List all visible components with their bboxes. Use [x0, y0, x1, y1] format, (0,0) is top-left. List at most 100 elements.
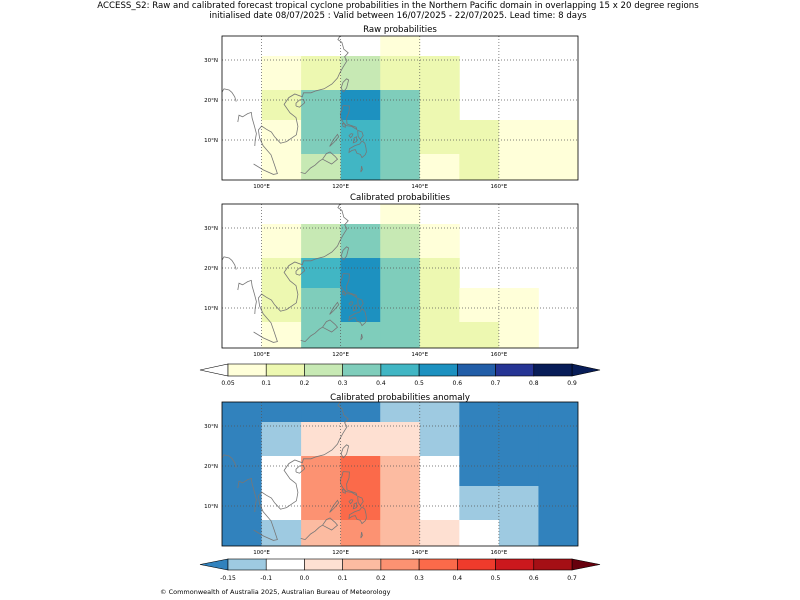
x-tick-label: 120°E: [332, 184, 349, 190]
colorbar-segment: [495, 363, 535, 377]
anomaly-colorbar: -0.15 -0.1 0.0 0.1 0.2 0.3 0.4 0.5 0.6 0.7: [199, 558, 601, 582]
coastline: [322, 319, 339, 333]
panel-frame: [221, 401, 579, 547]
coastline: [295, 99, 306, 108]
heatmap-cell: [380, 288, 421, 323]
colorbar-tick-label: 0.2: [300, 380, 310, 387]
cells: [261, 36, 578, 180]
heatmap-cell: [261, 90, 302, 121]
coastline: [300, 158, 323, 175]
coastline: [329, 499, 340, 513]
colorbar-segment: [457, 363, 496, 377]
coastlines: [222, 36, 367, 175]
heatmap-cell: [261, 456, 302, 487]
y-tick-label: 10°N: [204, 504, 218, 510]
heatmap-cell: [261, 422, 302, 457]
heatmap-cell: [538, 520, 578, 546]
colorbar-over-arrow: [571, 363, 601, 377]
colorbar-segment: [304, 558, 343, 571]
coastline: [348, 133, 354, 139]
y-tick-label: 30°N: [204, 226, 218, 232]
heatmap-cell: [459, 402, 500, 423]
heatmap-cell: [301, 90, 342, 121]
heatmap-cell: [340, 402, 381, 423]
panel-title: Calibrated probabilities anomaly: [330, 393, 470, 403]
heatmap-cell: [498, 402, 539, 423]
heatmap-cell: [498, 288, 539, 323]
colorbar-tick-label: 0.7: [491, 380, 501, 387]
figure-title-line2: initialised date 08/07/2025 : Valid betw…: [209, 11, 587, 21]
map-panels: 100°E 120°E 140°E 160°E 10°N 20°N 30°N Raw prob…: [204, 25, 579, 556]
heatmap-cell: [498, 322, 539, 348]
coastline: [222, 88, 237, 102]
colorbar-tick-label: 0.2: [376, 575, 386, 582]
heatmap-cell: [498, 422, 539, 457]
colorbar-over-arrow: [571, 558, 601, 571]
colorbar-segment: [380, 558, 420, 571]
heatmap-cell: [340, 322, 381, 348]
coastline: [341, 290, 346, 296]
panel-title: Raw probabilities: [363, 25, 437, 35]
colorbar-tick-label: 0.3: [338, 380, 348, 387]
coastline: [348, 506, 367, 525]
raw-probabilities-panel: 100°E 120°E 140°E 160°E 10°N 20°N 30°N Raw prob…: [204, 25, 579, 190]
heatmap-cell: [380, 258, 421, 289]
heatmap-cell: [419, 486, 460, 521]
heatmap-cell: [498, 520, 539, 546]
heatmap-cell: [301, 154, 342, 180]
panel-frame: [221, 203, 579, 349]
y-tick-label: 10°N: [204, 138, 218, 144]
heatmap-cell: [498, 486, 539, 521]
colorbar-segment: [227, 363, 267, 377]
heatmap-cell: [538, 154, 578, 180]
heatmap-cell: [538, 402, 578, 423]
coastline: [295, 267, 306, 276]
heatmap-cell: [261, 154, 302, 180]
heatmap-cell: [419, 520, 460, 546]
colorbar-segment: [342, 363, 382, 377]
heatmap-cell: [261, 120, 302, 155]
colorbar-segment: [380, 363, 420, 377]
coastline: [329, 133, 340, 147]
heatmap-cell: [459, 120, 500, 155]
probability-colorbar: 0.05 0.1 0.2 0.3 0.4 0.5 0.6 0.7 0.8 0.9: [199, 363, 601, 387]
x-tick-label: 100°E: [253, 352, 270, 358]
colorbar-segment: [457, 558, 496, 571]
anomaly-panel: 100°E 120°E 140°E 160°E 10°N 20°N 30°N Calibrat…: [204, 393, 579, 556]
heatmap-cell: [301, 322, 342, 348]
coastline: [340, 78, 350, 93]
colorbar-segment: [304, 363, 343, 377]
coastline: [329, 301, 340, 315]
heatmap-cell: [419, 56, 460, 91]
gridlines: [222, 204, 578, 348]
colorbar-tick-label: 0.1: [338, 575, 348, 582]
heatmap-cell: [222, 422, 262, 457]
heatmap-cell: [380, 56, 421, 91]
heatmap-cell: [222, 456, 262, 487]
coastline: [348, 301, 354, 307]
heatmap-cell: [222, 402, 262, 423]
heatmap-cell: [301, 120, 342, 155]
heatmap-cell: [340, 90, 381, 121]
colorbar-tick-label: 0.7: [567, 575, 577, 582]
colorbar-tick-label: 0.5: [491, 575, 501, 582]
heatmap-cell: [419, 422, 460, 457]
colorbar-tick-label: 0.6: [453, 380, 463, 387]
colorbar-segment: [227, 558, 267, 571]
heatmap-cell: [459, 422, 500, 457]
heatmap-cell: [419, 258, 460, 289]
heatmap-cell: [538, 422, 578, 457]
coastline: [341, 122, 346, 128]
heatmap-cell: [498, 456, 539, 487]
heatmap-cell: [380, 486, 421, 521]
coastline: [253, 204, 349, 343]
heatmap-cell: [261, 520, 302, 546]
x-tick-label: 120°E: [332, 550, 349, 556]
y-tick-label: 20°N: [204, 98, 218, 104]
heatmap-cell: [222, 486, 262, 521]
heatmap-cell: [301, 258, 342, 289]
coastline: [352, 136, 357, 144]
heatmap-cell: [301, 456, 342, 487]
heatmap-cell: [380, 154, 421, 180]
colorbar-segment: [533, 558, 573, 571]
